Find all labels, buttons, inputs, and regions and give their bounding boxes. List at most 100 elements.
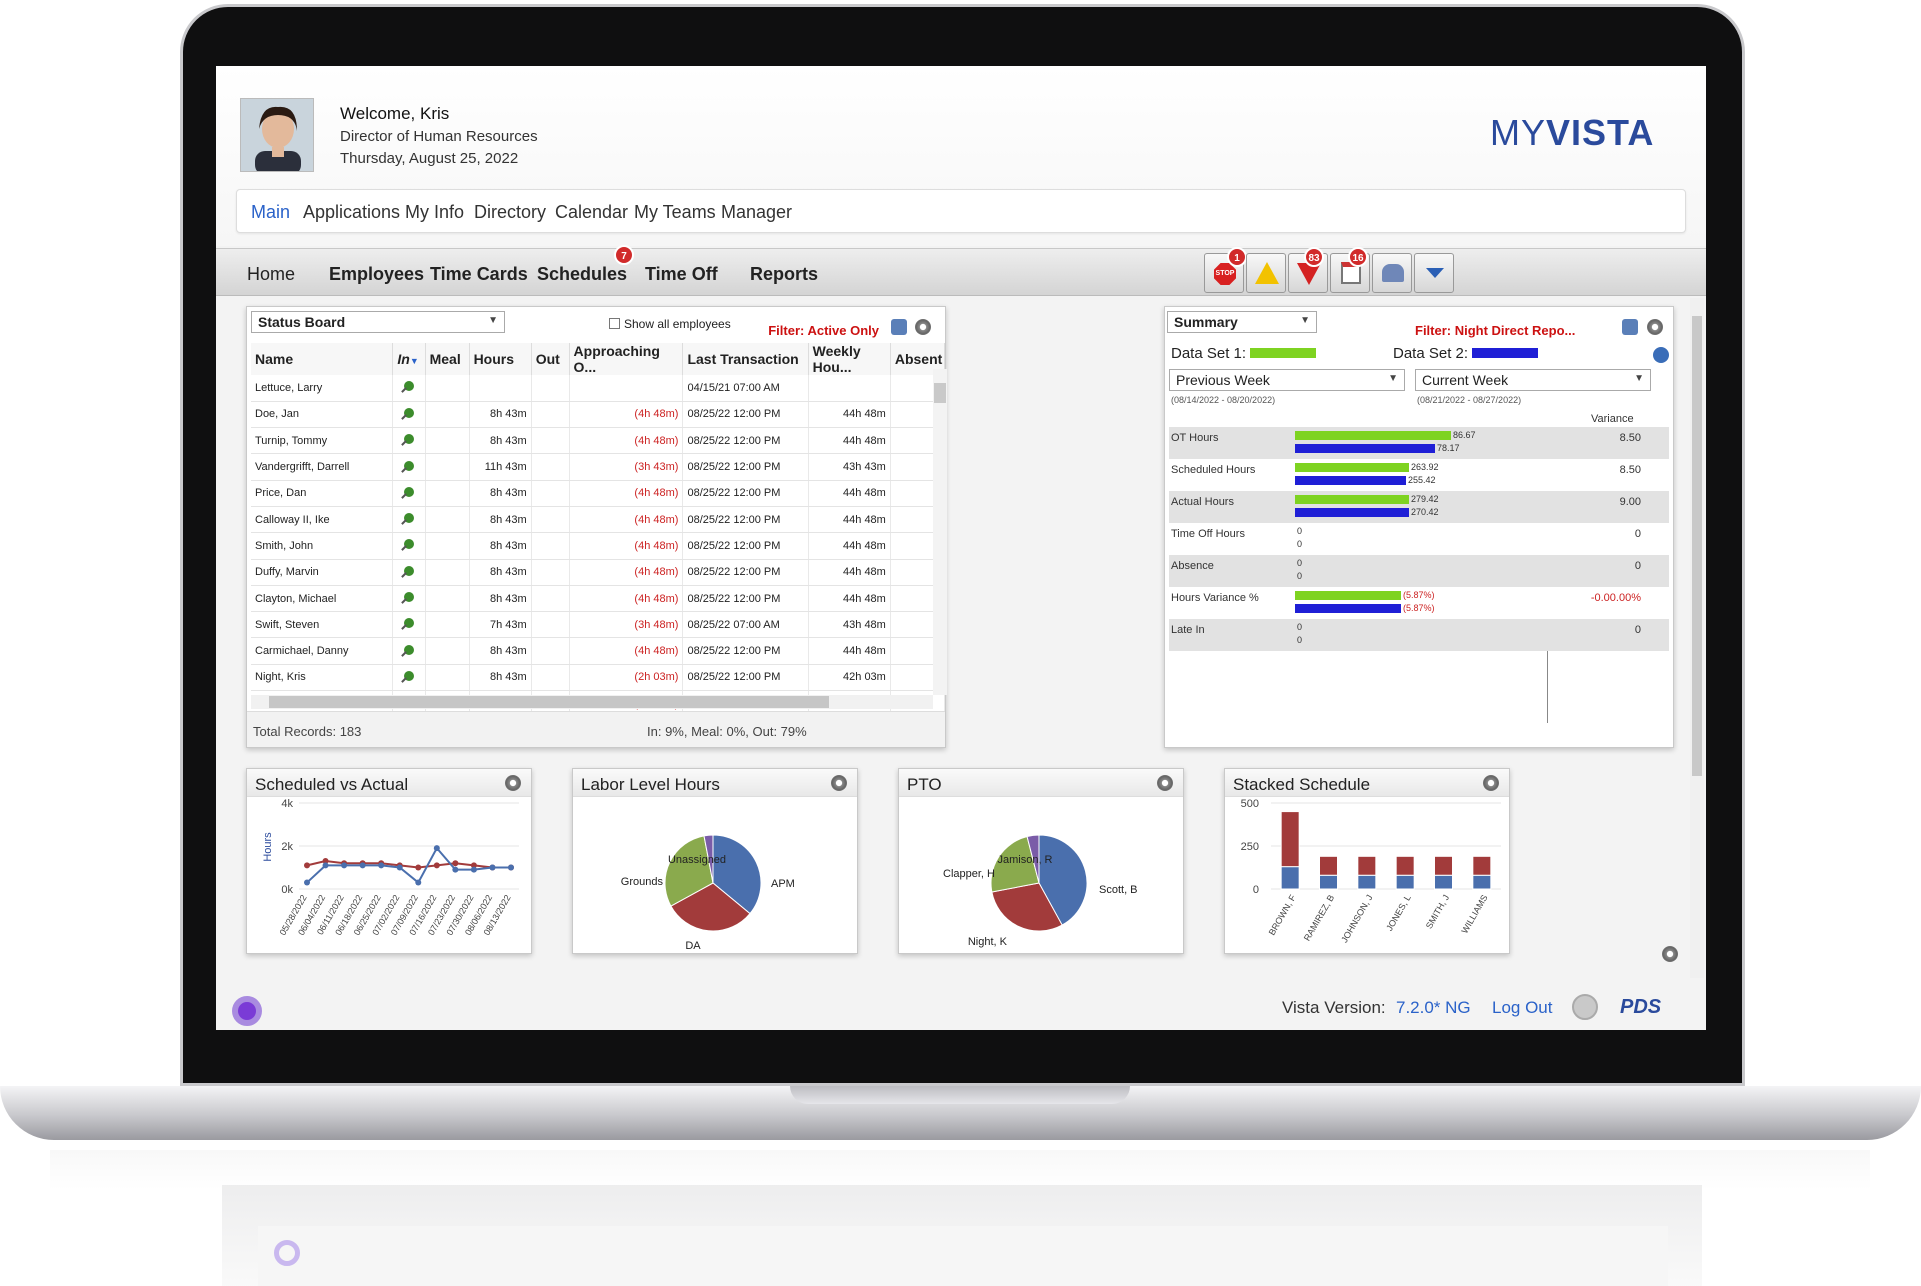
- nav-main[interactable]: Main: [251, 202, 291, 222]
- settings-gear-icon[interactable]: [232, 996, 262, 1026]
- table-row[interactable]: Night, Kris 8h 43m (2h 03m) 08/25/22 12:00 …: [251, 664, 946, 692]
- show-all-employees[interactable]: Show all employees: [609, 317, 731, 331]
- period2-select[interactable]: Current Week ▼: [1415, 369, 1651, 391]
- cell-meal: [425, 611, 470, 639]
- col-last-transaction[interactable]: Last Transaction: [682, 343, 809, 375]
- table-row[interactable]: Price, Dan 8h 43m (4h 48m) 08/25/22 12:00 P…: [251, 480, 946, 507]
- table-row[interactable]: Lettuce, Larry 04/15/21 07:00 AM: [251, 375, 946, 402]
- warning-button[interactable]: [1246, 253, 1286, 293]
- cell-last-transaction: 08/25/22 12:00 PM: [682, 427, 809, 455]
- table-row[interactable]: Clayton, Michael 8h 43m (4h 48m) 08/25/22 1…: [251, 585, 946, 613]
- dashboard-settings-icon[interactable]: [1662, 946, 1678, 962]
- page-scrollbar[interactable]: [1690, 298, 1704, 978]
- gear-icon[interactable]: [1157, 775, 1173, 791]
- table-row[interactable]: Turnip, Tommy 8h 43m (4h 48m) 08/25/22 12:0…: [251, 427, 946, 455]
- cell-hours: 8h 43m: [469, 480, 532, 507]
- summary-bar: [1295, 476, 1406, 485]
- pin-icon: [404, 670, 414, 681]
- laptop-notch: [790, 1086, 1130, 1104]
- nav-applications[interactable]: Applications: [303, 202, 401, 222]
- summary-bar: [1295, 444, 1435, 453]
- tab-time-cards[interactable]: Time Cards: [430, 264, 528, 284]
- table-row[interactable]: Vandergrifft, Darrell 11h 43m (3h 43m) 08/2…: [251, 453, 946, 481]
- nav-directory[interactable]: Directory: [474, 202, 547, 222]
- summary-title: Summary: [1174, 314, 1238, 330]
- page-scrollbar-thumb[interactable]: [1692, 316, 1702, 776]
- summary-bar-value: 86.67: [1453, 430, 1476, 440]
- cell-hours: 11h 43m: [469, 453, 532, 481]
- col-approaching[interactable]: Approaching O...: [569, 343, 684, 375]
- tab-schedules[interactable]: Schedules: [537, 264, 628, 284]
- table-hscrollbar[interactable]: [251, 695, 933, 709]
- col-in[interactable]: In▼: [392, 343, 426, 375]
- table-row[interactable]: Duffy, Marvin 8h 43m (4h 48m) 08/25/22 12:0…: [251, 559, 946, 586]
- more-dropdown-button[interactable]: [1414, 253, 1454, 293]
- pin-icon: [404, 460, 414, 471]
- data-point: [322, 858, 329, 865]
- tab-home[interactable]: Home: [247, 264, 296, 284]
- table-row[interactable]: Swift, Steven 7h 43m (3h 48m) 08/25/22 07:0…: [251, 611, 946, 639]
- stacked-bar-chart: 500 250 0 BROWN, F RAMIREZ, B JOHNSON, J JONES…: [1241, 798, 1501, 944]
- nav-my-info[interactable]: My Info: [405, 202, 465, 222]
- table-row[interactable]: Carmichael, Danny 8h 43m (4h 48m) 08/25/22 …: [251, 637, 946, 665]
- globe-icon[interactable]: [1653, 347, 1669, 363]
- sort-desc-icon: ▼: [409, 356, 419, 366]
- pie-slice: [990, 835, 1040, 893]
- gear-icon[interactable]: [1483, 775, 1499, 791]
- cell-out: [531, 611, 570, 639]
- cell-name: Turnip, Tommy: [251, 427, 394, 455]
- cell-out: [531, 480, 570, 507]
- table-vscroll-thumb[interactable]: [934, 383, 946, 403]
- col-out[interactable]: Out: [531, 343, 570, 375]
- user-icon[interactable]: [1572, 994, 1598, 1020]
- cell-in: [392, 375, 426, 402]
- status-board-select[interactable]: Status Board ▼: [251, 311, 505, 333]
- tab-reports[interactable]: Reports: [750, 264, 819, 284]
- summary-row: Late In 0 0 0: [1169, 619, 1669, 651]
- table-row[interactable]: Smith, John 8h 43m (4h 48m) 08/25/22 12:00 …: [251, 532, 946, 560]
- nav-my-teams[interactable]: My Teams: [634, 202, 716, 222]
- show-all-checkbox[interactable]: [609, 318, 620, 329]
- dataset2-label: Data Set 2:: [1393, 345, 1539, 362]
- col-name[interactable]: Name: [251, 343, 394, 375]
- gear-icon[interactable]: [831, 775, 847, 791]
- nav-calendar[interactable]: Calendar: [555, 202, 629, 222]
- summary-select[interactable]: Summary ▼: [1167, 311, 1317, 333]
- cell-out: [531, 401, 570, 429]
- logout-link[interactable]: Log Out: [1492, 998, 1553, 1017]
- col-hours[interactable]: Hours: [469, 343, 532, 375]
- filter-settings-icon[interactable]: [891, 319, 907, 335]
- pie-label: Clapper, H: [943, 868, 995, 880]
- tab-employees[interactable]: Employees: [329, 264, 425, 284]
- pin-icon: [404, 565, 414, 576]
- avatar[interactable]: [240, 98, 314, 172]
- gear-icon[interactable]: [915, 319, 931, 335]
- table-row[interactable]: Doe, Jan 8h 43m (4h 48m) 08/25/22 12:00 PM 4…: [251, 401, 946, 429]
- cell-last-transaction: 08/25/22 12:00 PM: [682, 453, 809, 481]
- cell-last-transaction: 08/25/22 12:00 PM: [682, 637, 809, 665]
- pto-title: PTO: [899, 769, 1183, 797]
- pin-icon: [404, 434, 414, 445]
- nav-manager[interactable]: Manager: [721, 202, 793, 222]
- pie-slice: [712, 834, 762, 915]
- table-hscroll-thumb[interactable]: [269, 696, 829, 708]
- summary-row: Scheduled Hours 263.92 255.42 8.50: [1169, 459, 1669, 491]
- cell-weekly-hours: 44h 48m: [808, 585, 891, 613]
- cell-in: [392, 559, 426, 586]
- filter-settings-icon[interactable]: [1622, 319, 1638, 335]
- summary-row-label: Absence: [1171, 560, 1214, 572]
- summary-bar: [1295, 495, 1409, 504]
- cell-weekly-hours: 43h 48m: [808, 611, 891, 639]
- user-role: Director of Human Resources: [340, 128, 538, 145]
- mailbox-button[interactable]: [1372, 253, 1412, 293]
- gear-icon[interactable]: [505, 775, 521, 791]
- cell-name: Lettuce, Larry: [251, 375, 394, 402]
- gear-icon[interactable]: [1647, 319, 1663, 335]
- table-row[interactable]: Calloway II, Ike 8h 43m (4h 48m) 08/25/22 1…: [251, 506, 946, 534]
- table-vscrollbar[interactable]: [933, 369, 947, 695]
- col-weekly-hours[interactable]: Weekly Hou...: [808, 343, 891, 375]
- col-meal[interactable]: Meal: [425, 343, 470, 375]
- period1-select[interactable]: Previous Week ▼: [1169, 369, 1405, 391]
- tab-time-off[interactable]: Time Off: [645, 264, 718, 284]
